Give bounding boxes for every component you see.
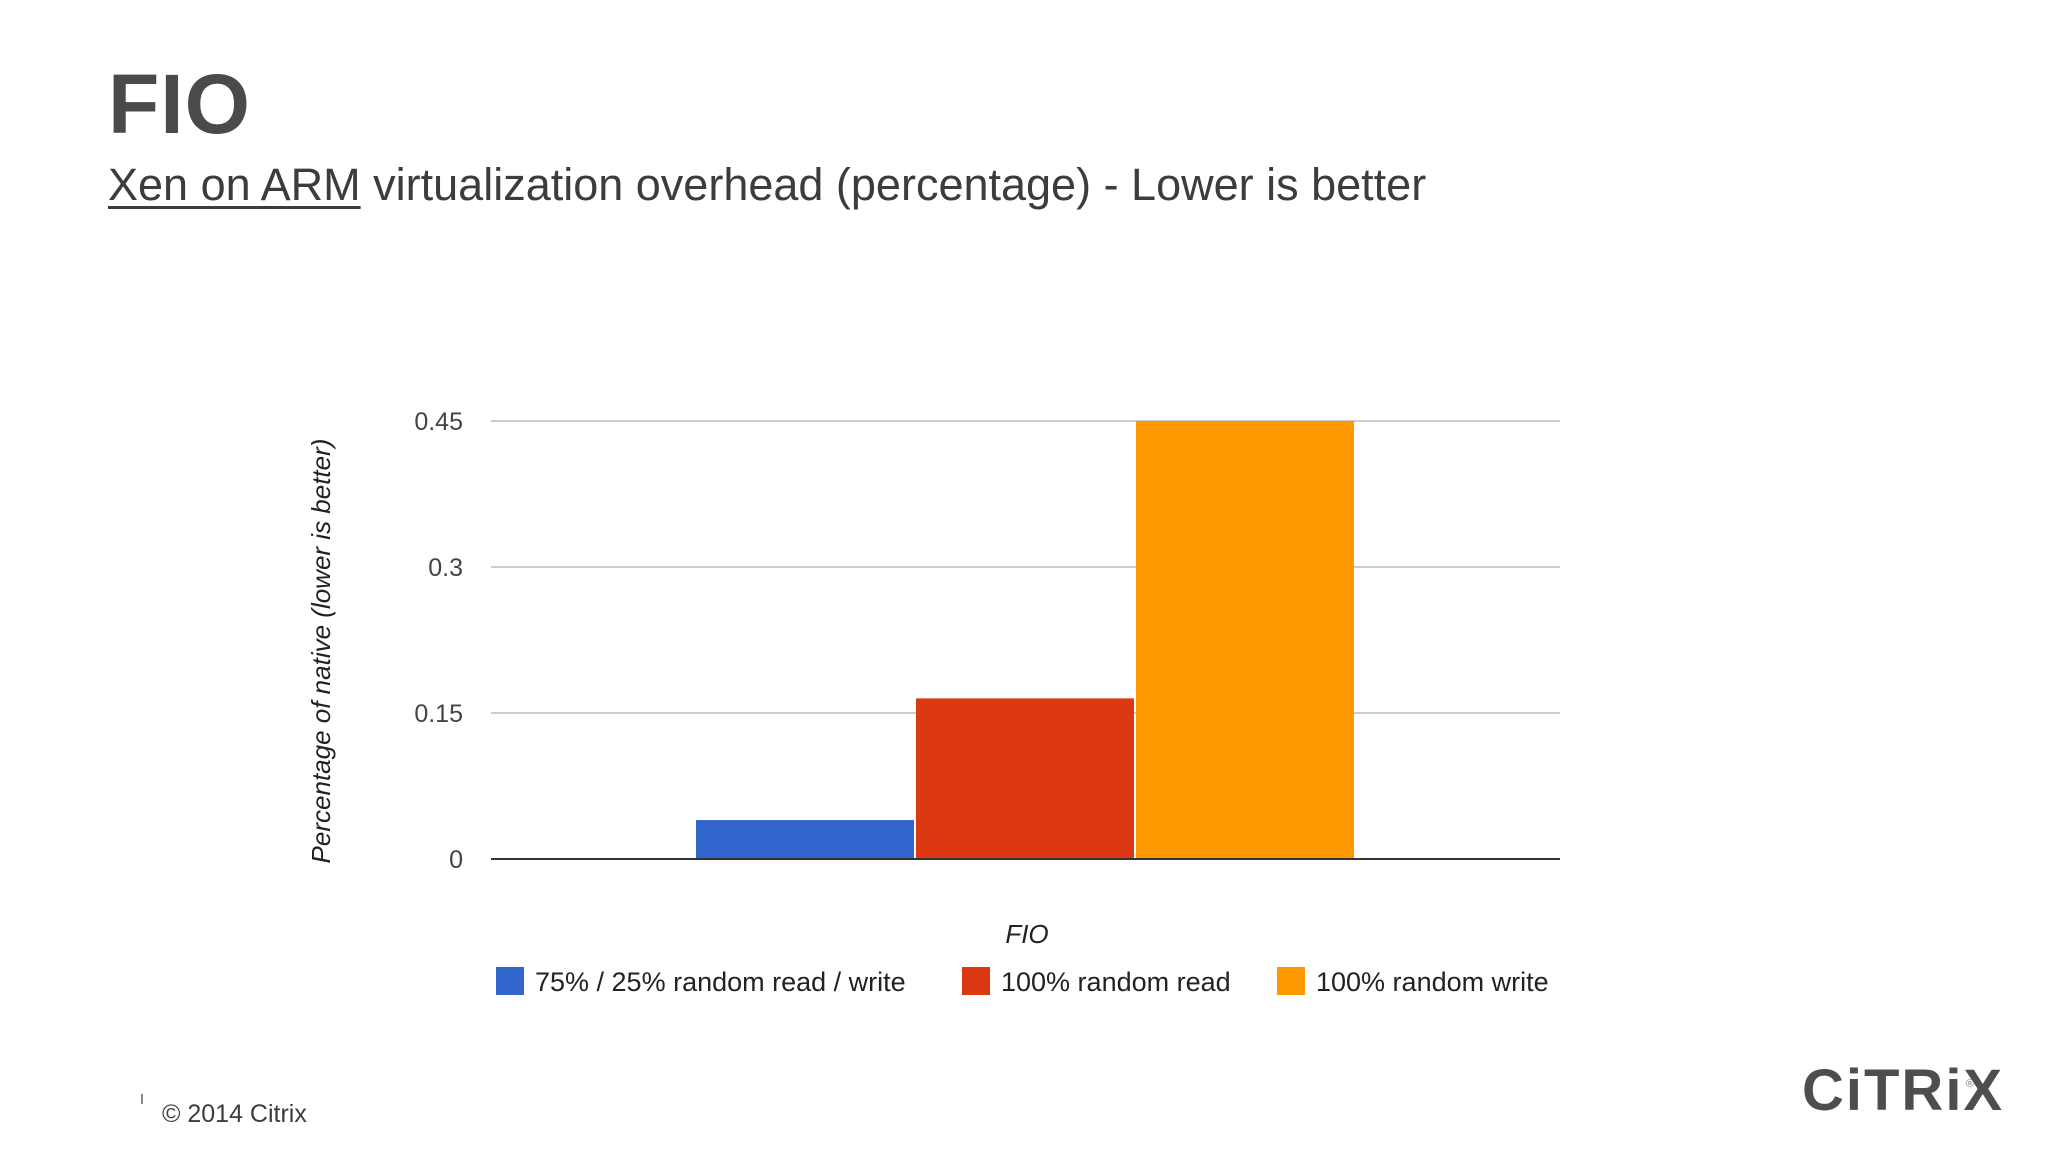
citrix-logo: CiTRiX: [1802, 1058, 2005, 1123]
legend-swatch: [962, 967, 990, 995]
y-tick-label: 0.3: [428, 554, 463, 582]
footer-divider: [141, 1094, 143, 1104]
subtitle-link[interactable]: Xen on ARM: [108, 159, 361, 210]
legend-swatch: [1277, 967, 1305, 995]
y-axis-title: Percentage of native (lower is better): [306, 439, 336, 864]
legend-label: 75% / 25% random read / write: [535, 967, 906, 997]
bar: [696, 820, 914, 859]
y-tick-label: 0: [449, 846, 463, 874]
x-axis-title: FIO: [1005, 919, 1048, 949]
y-tick-label: 0.45: [414, 408, 463, 436]
legend-swatch: [496, 967, 524, 995]
bar: [1136, 421, 1354, 859]
legend-label: 100% random write: [1316, 967, 1549, 997]
slide-subtitle: Xen on ARM virtualization overhead (perc…: [108, 158, 1426, 212]
subtitle-text: virtualization overhead (percentage) - L…: [360, 159, 1427, 210]
y-tick-label: 0.15: [414, 700, 463, 728]
registered-mark: ®: [1966, 1078, 1975, 1090]
copyright-text: © 2014 Citrix: [162, 1100, 307, 1128]
bar: [916, 698, 1134, 859]
slide-title: FIO: [108, 57, 251, 151]
legend-label: 100% random read: [1001, 967, 1231, 997]
